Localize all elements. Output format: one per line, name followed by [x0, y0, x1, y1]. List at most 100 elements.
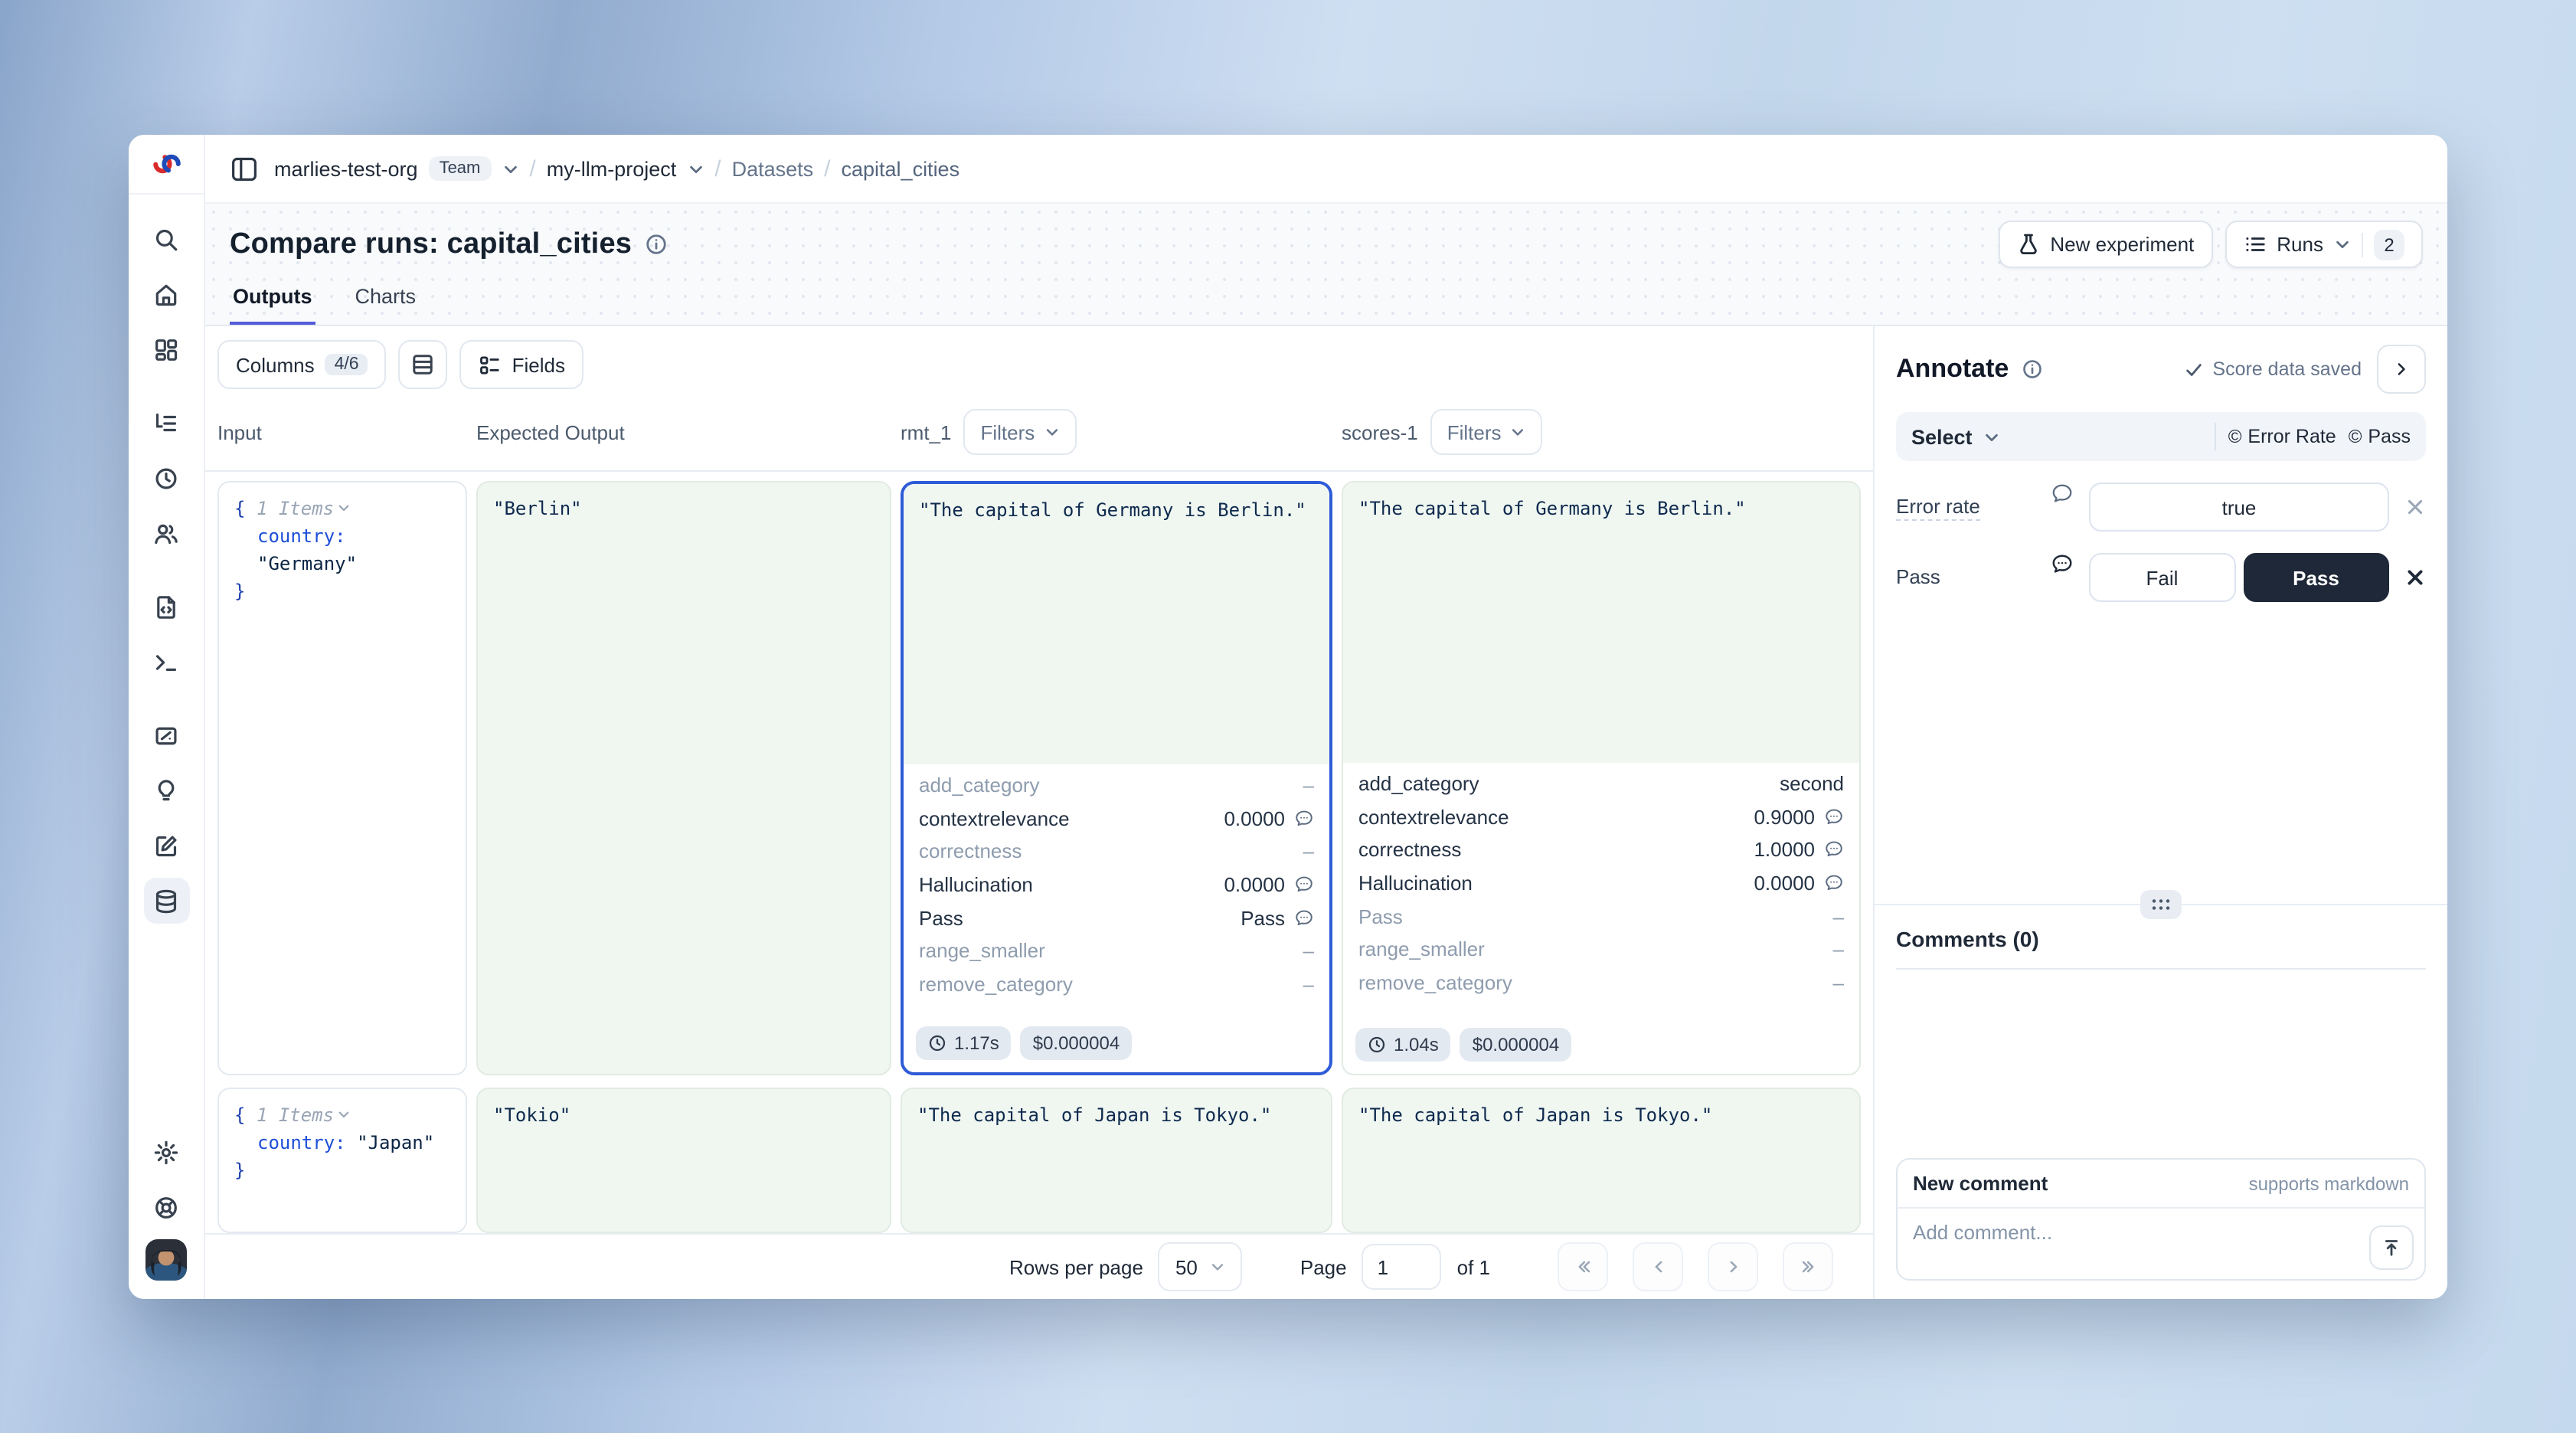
score-select[interactable]: Select — [1911, 425, 2000, 448]
fields-label: Fields — [512, 353, 565, 376]
breadcrumb-project[interactable]: my-llm-project — [546, 157, 677, 180]
sidebar-item-home[interactable] — [143, 271, 189, 317]
collapse-panel-button[interactable] — [2377, 345, 2426, 394]
expected-output-text: "Berlin" — [493, 498, 582, 519]
sidebar-item-playground[interactable] — [143, 639, 189, 685]
pass-option-pass[interactable]: Pass — [2243, 553, 2389, 602]
comment-textarea[interactable] — [1898, 1209, 2424, 1279]
tab-charts[interactable]: Charts — [355, 285, 417, 308]
comment-bubble-icon[interactable] — [1294, 908, 1314, 928]
comment-bubble-icon[interactable] — [1824, 840, 1844, 860]
previous-page-button[interactable] — [1633, 1242, 1683, 1291]
comment-bubble-icon[interactable] — [1824, 873, 1844, 893]
comment-bubble-icon[interactable] — [1294, 875, 1314, 895]
sidebar-item-dashboards[interactable] — [143, 326, 189, 372]
chevron-down-icon[interactable] — [337, 501, 351, 515]
input-cell[interactable]: { 1 Items country: "Germany" } — [217, 481, 467, 1075]
clock-icon — [928, 1034, 946, 1052]
metric-label: add_category — [919, 774, 1040, 797]
columns-button[interactable]: Columns 4/6 — [217, 340, 387, 389]
first-page-button[interactable] — [1558, 1242, 1608, 1291]
user-avatar[interactable] — [145, 1239, 187, 1281]
org-type-badge: Team — [428, 156, 492, 181]
json-key: country: — [257, 1132, 346, 1153]
chevron-down-icon[interactable] — [687, 160, 704, 177]
sidebar-item-annotations[interactable] — [143, 767, 189, 813]
runs-button[interactable]: Runs 2 — [2225, 221, 2423, 268]
search-icon — [153, 226, 179, 252]
row-height-button[interactable] — [398, 340, 448, 389]
page-number-input[interactable] — [1362, 1244, 1442, 1290]
error-rate-input[interactable] — [2089, 483, 2389, 532]
info-icon[interactable] — [644, 233, 667, 256]
last-page-button[interactable] — [1783, 1242, 1833, 1291]
run1-output-cell-selected[interactable]: "The capital of Germany is Berlin." add_… — [901, 481, 1332, 1075]
pen-square-icon — [153, 833, 179, 859]
run1-output-cell[interactable]: "The capital of Japan is Tokyo." — [901, 1088, 1332, 1233]
run1-output-text: "The capital of Japan is Tokyo." — [917, 1104, 1272, 1126]
sidebar-item-support[interactable] — [143, 1184, 189, 1230]
comment-bubble-icon[interactable] — [1824, 807, 1844, 827]
metric-label: add_category — [1358, 772, 1479, 796]
run1-filters-button[interactable]: Filters — [963, 409, 1077, 455]
sidebar-item-annotation-queues[interactable] — [143, 823, 189, 869]
run2-output-cell[interactable]: "The capital of Japan is Tokyo." — [1342, 1088, 1861, 1233]
metric-label: contextrelevance — [919, 806, 1070, 830]
sidebar-item-sessions[interactable] — [143, 455, 189, 501]
org-logo-icon[interactable] — [149, 147, 183, 181]
json-items-label[interactable]: 1 Items — [256, 1104, 335, 1126]
input-cell[interactable]: { 1 Items country: "Japan" } — [217, 1088, 467, 1233]
close-icon[interactable] — [2404, 567, 2426, 588]
new-experiment-button[interactable]: New experiment — [1998, 221, 2213, 268]
left-sidebar — [129, 135, 205, 1299]
sidebar-item-prompts[interactable] — [143, 584, 189, 630]
pass-option-fail[interactable]: Fail — [2089, 553, 2235, 602]
comment-bubble-icon[interactable] — [1294, 809, 1314, 829]
info-icon[interactable] — [2021, 358, 2042, 380]
run1-cell-footer: 1.17s $0.000004 — [904, 1020, 1329, 1072]
breadcrumb-org[interactable]: marlies-test-org — [274, 157, 418, 180]
json-close-brace: } — [234, 1160, 246, 1181]
expected-output-cell[interactable]: "Tokio" — [476, 1088, 891, 1233]
run2-name: scores-1 — [1342, 420, 1418, 443]
chevron-down-icon[interactable] — [337, 1107, 351, 1121]
metric-value: – — [1303, 839, 1314, 863]
home-icon — [153, 281, 179, 307]
run2-filters-button[interactable]: Filters — [1430, 409, 1543, 455]
expected-output-cell[interactable]: "Berlin" — [476, 481, 891, 1075]
panel-toggle-icon[interactable] — [230, 154, 259, 183]
gear-icon — [153, 1139, 179, 1165]
chevron-down-icon[interactable] — [502, 160, 518, 177]
metric-label: range_smaller — [919, 939, 1045, 963]
sidebar-item-datasets[interactable] — [143, 878, 189, 924]
rows-per-page-select[interactable]: 50 — [1158, 1242, 1242, 1291]
json-items-label[interactable]: 1 Items — [256, 498, 335, 519]
annotate-panel: Annotate Score data saved Select — [1873, 326, 2447, 1299]
tab-outputs[interactable]: Outputs — [230, 285, 315, 325]
sidebar-item-tracing[interactable] — [143, 400, 189, 446]
metric-value: – — [1303, 972, 1314, 996]
run2-output-text: "The capital of Germany is Berlin." — [1343, 483, 1859, 763]
json-value: "Germany" — [257, 553, 358, 574]
run2-metrics: add_category second contextrelevance 0.900… — [1343, 763, 1859, 1000]
submit-comment-button[interactable] — [2369, 1225, 2414, 1270]
breadcrumb-datasets[interactable]: Datasets — [731, 157, 814, 180]
score-chip-error-rate[interactable]: © Error Rate — [2228, 426, 2336, 447]
sidebar-item-search[interactable] — [143, 216, 189, 262]
comment-bubble-icon[interactable] — [2051, 483, 2074, 505]
next-page-button[interactable] — [1708, 1242, 1758, 1291]
sidebar-item-users[interactable] — [143, 510, 189, 556]
filters-label: Filters — [1447, 420, 1502, 443]
breadcrumb-dataset-name[interactable]: capital_cities — [841, 157, 960, 180]
fields-button[interactable]: Fields — [459, 340, 584, 389]
close-icon[interactable] — [2404, 496, 2426, 518]
sidebar-item-settings[interactable] — [143, 1129, 189, 1175]
run2-output-cell[interactable]: "The capital of Germany is Berlin." add_… — [1342, 481, 1861, 1075]
comment-bubble-dots-icon[interactable] — [2051, 553, 2074, 576]
page-title: Compare runs: capital_cities — [230, 227, 633, 260]
metric-label: correctness — [919, 839, 1022, 863]
sidebar-item-evaluation[interactable] — [143, 712, 189, 758]
resize-handle[interactable] — [2140, 890, 2182, 919]
score-chip-pass[interactable]: © Pass — [2348, 426, 2411, 447]
